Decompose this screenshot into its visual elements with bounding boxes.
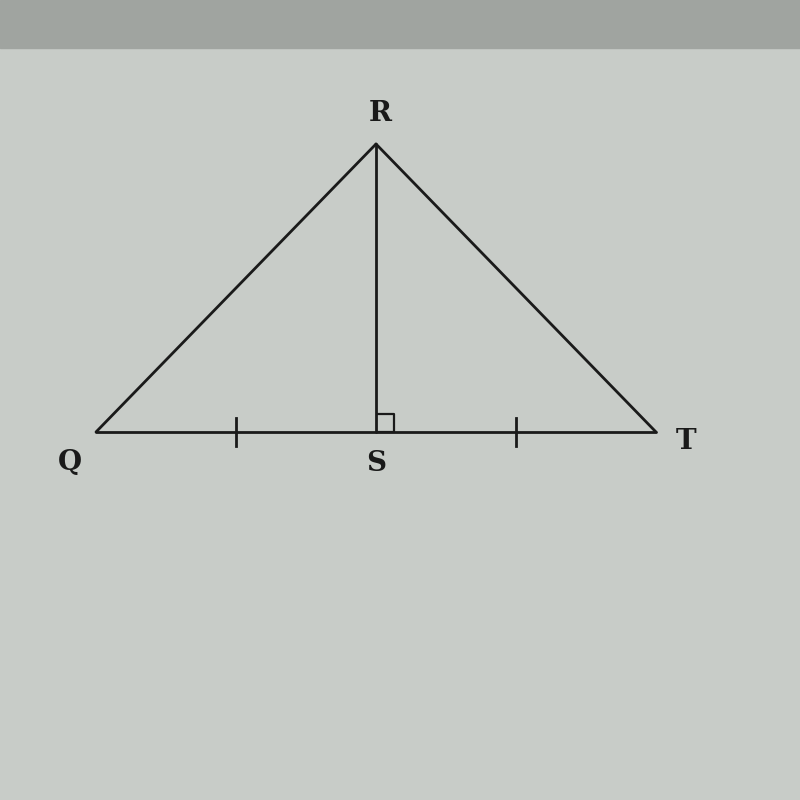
Text: S: S <box>366 450 386 478</box>
Text: T: T <box>676 428 697 455</box>
Bar <box>0 0 800 48</box>
Text: Q: Q <box>58 449 82 476</box>
Text: R: R <box>369 100 391 127</box>
